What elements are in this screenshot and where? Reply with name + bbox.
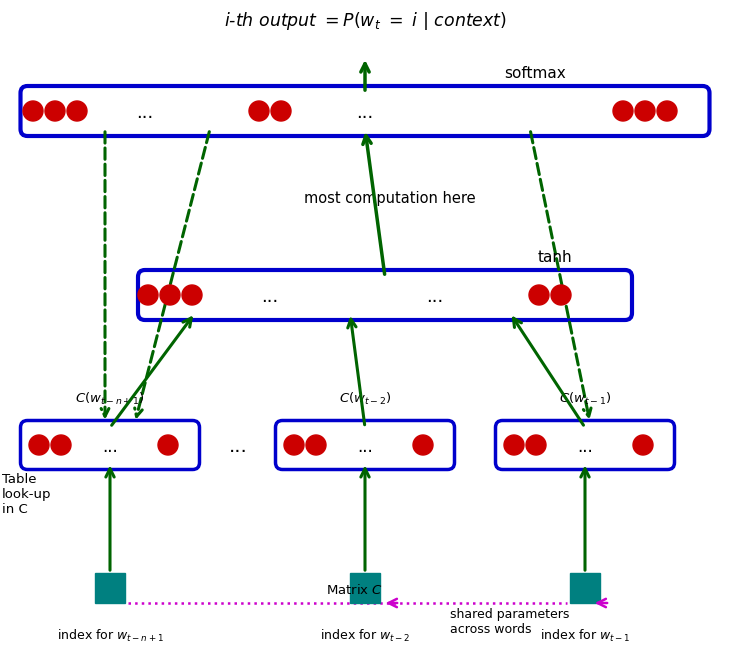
Text: ...: ...	[426, 288, 444, 306]
Text: index for $w_{t-n+1}$: index for $w_{t-n+1}$	[56, 628, 164, 644]
Text: ...: ...	[137, 104, 154, 122]
Circle shape	[635, 101, 655, 121]
Circle shape	[138, 285, 158, 305]
Text: tanh: tanh	[538, 250, 572, 265]
Circle shape	[160, 285, 180, 305]
Text: softmax: softmax	[504, 66, 566, 81]
Text: $C(w_{t-2})$: $C(w_{t-2})$	[338, 391, 391, 407]
Circle shape	[182, 285, 202, 305]
Text: Matrix $C$: Matrix $C$	[327, 583, 384, 597]
Circle shape	[504, 435, 524, 455]
Circle shape	[249, 101, 269, 121]
FancyBboxPatch shape	[138, 270, 632, 320]
Text: $C(w_{t-1})$: $C(w_{t-1})$	[558, 391, 611, 407]
Circle shape	[158, 435, 178, 455]
Circle shape	[23, 101, 43, 121]
Text: ...: ...	[262, 288, 279, 306]
Bar	[570, 573, 600, 603]
Text: index for $w_{t-2}$: index for $w_{t-2}$	[319, 628, 410, 644]
Circle shape	[29, 435, 49, 455]
Text: most computation here: most computation here	[304, 191, 476, 206]
Text: ...: ...	[357, 104, 374, 122]
Text: $C(w_{t-n+1})$: $C(w_{t-n+1})$	[75, 391, 145, 407]
Circle shape	[613, 101, 633, 121]
FancyBboxPatch shape	[276, 421, 455, 470]
Text: shared parameters
across words: shared parameters across words	[450, 608, 569, 636]
Circle shape	[67, 101, 87, 121]
Text: ...: ...	[357, 438, 373, 456]
Circle shape	[284, 435, 304, 455]
Text: ...: ...	[102, 438, 118, 456]
Circle shape	[306, 435, 326, 455]
Text: Table
look-up
in C: Table look-up in C	[2, 473, 51, 516]
Text: $i$-th output $= P(w_t\ =\ i\ |\ \mathit{context})$: $i$-th output $= P(w_t\ =\ i\ |\ \mathit…	[224, 10, 507, 32]
Circle shape	[657, 101, 677, 121]
Circle shape	[633, 435, 653, 455]
Circle shape	[529, 285, 549, 305]
FancyBboxPatch shape	[20, 86, 710, 136]
Bar	[95, 573, 125, 603]
Text: ...: ...	[577, 438, 593, 456]
FancyBboxPatch shape	[496, 421, 675, 470]
Circle shape	[51, 435, 71, 455]
Text: index for $w_{t-1}$: index for $w_{t-1}$	[539, 628, 630, 644]
Circle shape	[526, 435, 546, 455]
Bar	[350, 573, 380, 603]
FancyBboxPatch shape	[20, 421, 200, 470]
Circle shape	[45, 101, 65, 121]
Circle shape	[551, 285, 571, 305]
Circle shape	[271, 101, 291, 121]
Text: ...: ...	[229, 438, 247, 456]
Circle shape	[413, 435, 433, 455]
